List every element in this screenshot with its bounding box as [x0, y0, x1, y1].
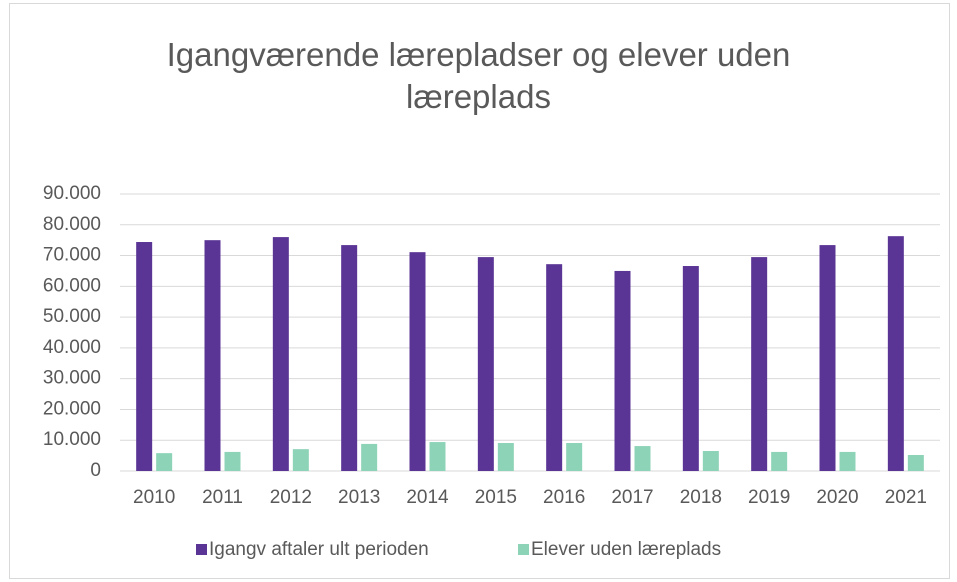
chart-border — [9, 3, 950, 579]
bar — [546, 264, 563, 471]
x-tick-label: 2017 — [611, 487, 653, 508]
x-tick-label: 2015 — [475, 487, 517, 508]
bar — [887, 236, 904, 471]
y-tick-label: 50.000 — [43, 306, 101, 327]
bar — [839, 451, 856, 471]
x-tick-label: 2019 — [748, 487, 790, 508]
bar — [771, 451, 788, 471]
bar — [682, 266, 699, 471]
bar — [819, 245, 836, 471]
bar — [429, 442, 446, 471]
bar — [204, 240, 221, 471]
legend-swatch — [196, 544, 207, 555]
y-tick-label: 60.000 — [43, 275, 101, 296]
x-tick-label: 2014 — [406, 487, 449, 508]
bar — [224, 451, 241, 471]
y-tick-label: 20.000 — [43, 398, 101, 419]
x-tick-label: 2020 — [816, 487, 858, 508]
y-tick-label: 30.000 — [43, 368, 101, 389]
y-tick-label: 70.000 — [43, 245, 101, 266]
legend-label: Igangv aftaler ult perioden — [209, 539, 429, 560]
x-tick-label: 2021 — [885, 487, 927, 508]
bar — [292, 449, 309, 471]
y-tick-label: 0 — [90, 460, 101, 481]
x-tick-label: 2010 — [133, 487, 175, 508]
bar — [751, 257, 768, 471]
legend-swatch — [518, 544, 529, 555]
bar — [409, 252, 426, 471]
x-tick-label: 2016 — [543, 487, 585, 508]
bar — [272, 237, 289, 471]
bar — [361, 443, 378, 471]
bar — [907, 454, 924, 471]
bar — [614, 270, 631, 471]
chart-title: Igangværende lærepladser og elever uden … — [166, 36, 791, 115]
x-tick-label: 2011 — [202, 487, 243, 508]
x-tick-label: 2013 — [338, 487, 380, 508]
bar — [566, 442, 583, 471]
bar — [136, 242, 153, 471]
bar — [497, 442, 514, 471]
x-tick-label: 2018 — [680, 487, 722, 508]
y-tick-label: 40.000 — [43, 337, 101, 358]
y-tick-label: 80.000 — [43, 214, 101, 235]
bar — [702, 450, 719, 471]
bar — [156, 453, 173, 471]
bar — [341, 245, 358, 471]
legend-label: Elever uden læreplads — [531, 539, 721, 560]
y-tick-label: 90.000 — [43, 183, 101, 204]
bar — [477, 257, 494, 471]
y-tick-label: 10.000 — [43, 429, 101, 450]
x-tick-label: 2012 — [270, 487, 312, 508]
bar — [634, 446, 651, 471]
